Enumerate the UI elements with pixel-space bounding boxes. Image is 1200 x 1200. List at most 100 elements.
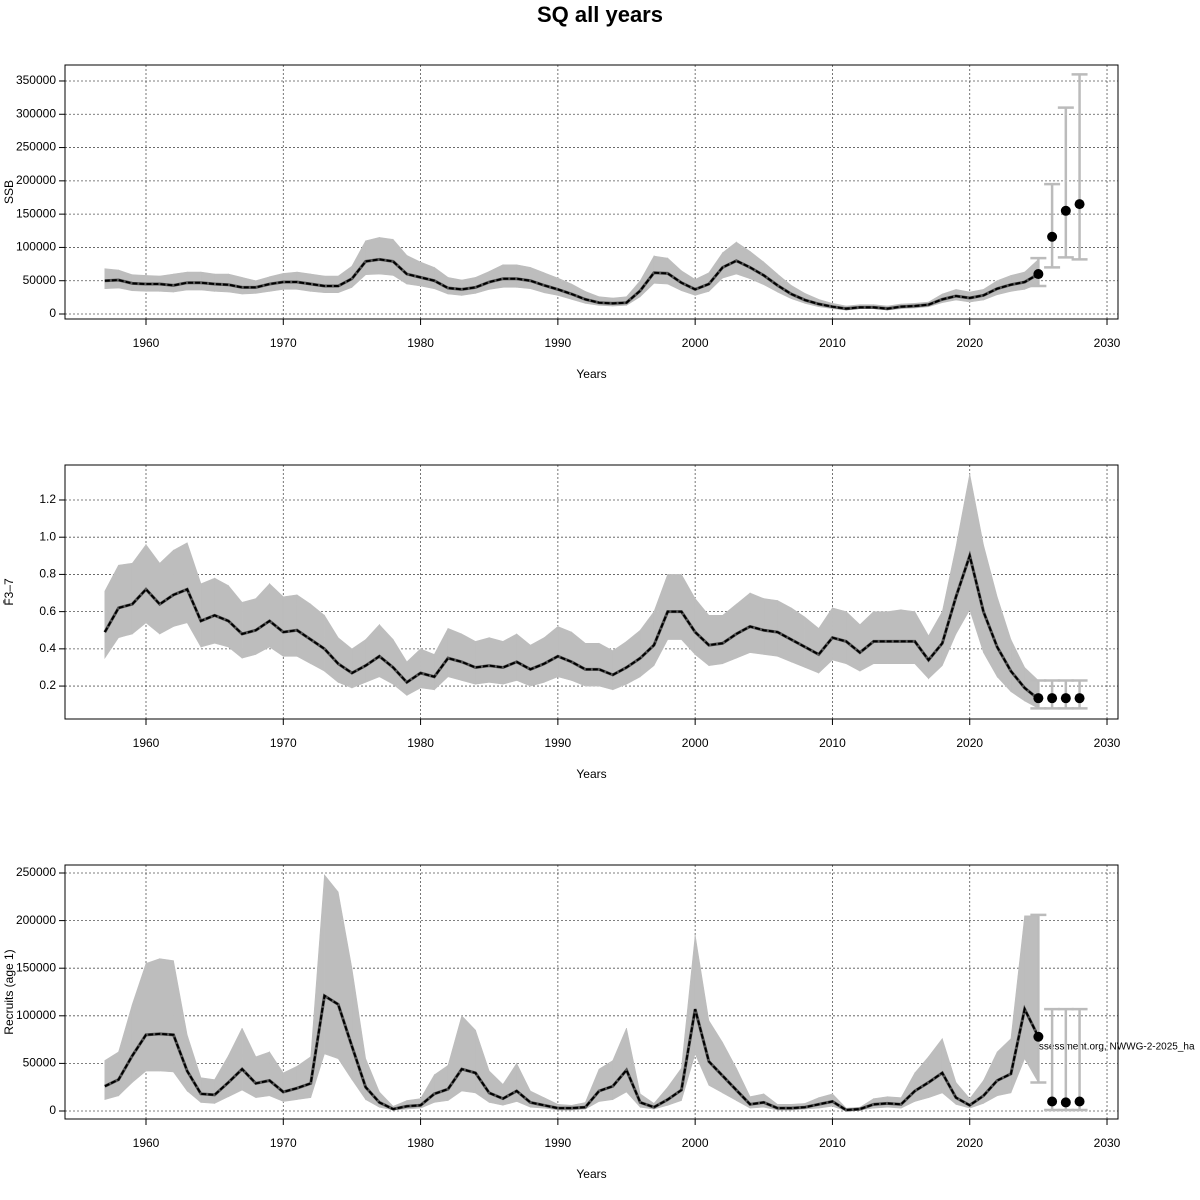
projection-point	[1060, 693, 1071, 704]
confidence-band	[214, 1054, 229, 1104]
confidence-band	[900, 609, 916, 665]
x-tick-label: 2000	[682, 1136, 709, 1150]
confidence-band	[173, 960, 188, 1092]
figure-title: SQ all years	[537, 2, 663, 27]
confidence-band	[447, 277, 463, 296]
confidence-band	[255, 1051, 270, 1099]
confidence-band	[241, 598, 257, 659]
confidence-band	[887, 609, 902, 665]
x-tick-label: 1980	[407, 336, 434, 350]
x-tick-label: 1980	[407, 736, 434, 750]
confidence-band	[488, 264, 504, 290]
confidence-band	[461, 633, 476, 685]
confidence-band	[434, 1064, 449, 1103]
plot-frame	[64, 64, 1119, 320]
projection-point	[1074, 199, 1085, 210]
x-axis-label: Years	[576, 1167, 606, 1181]
x-tick-label: 2010	[819, 1136, 846, 1150]
confidence-band	[365, 623, 380, 683]
x-tick-label: 2030	[1094, 1136, 1121, 1150]
estimate-line-dash	[104, 994, 1040, 1112]
confidence-band	[159, 549, 174, 635]
plot-frame	[64, 464, 1119, 720]
y-tick-label: 0.2	[39, 678, 56, 692]
projection-point	[1060, 205, 1071, 216]
confidence-band	[488, 1070, 504, 1106]
confidence-band	[557, 626, 572, 681]
confidence-band	[516, 264, 531, 290]
confidence-band	[324, 874, 339, 1060]
confidence-band	[516, 633, 531, 687]
confidence-band	[255, 582, 270, 655]
confidence-band	[406, 254, 421, 287]
confidence-band	[420, 648, 435, 691]
confidence-band	[1024, 915, 1039, 1084]
confidence-band	[186, 271, 202, 291]
confidence-band	[763, 598, 778, 657]
y-tick-label: 0.6	[39, 604, 56, 618]
y-tick-label: 150000	[16, 960, 56, 974]
projection-point	[1047, 231, 1058, 242]
confidence-band	[392, 638, 408, 696]
confidence-band	[585, 642, 600, 687]
confidence-band	[296, 594, 312, 665]
x-tick-label: 2020	[956, 1136, 983, 1150]
y-tick-label: 100000	[16, 1008, 56, 1022]
x-tick-label: 2020	[956, 336, 983, 350]
estimate-line-dash	[104, 258, 1039, 310]
confidence-band	[420, 261, 435, 290]
projection-point	[1047, 693, 1058, 704]
confidence-band	[379, 237, 394, 276]
y-tick-label: 300000	[16, 106, 56, 120]
projection-point	[1033, 269, 1044, 280]
confidence-band	[955, 473, 971, 636]
y-tick-label: 200000	[16, 173, 56, 187]
x-tick-label: 2030	[1094, 336, 1121, 350]
projection-point	[1060, 1097, 1071, 1108]
confidence-band	[873, 611, 888, 665]
y-tick-label: 1.0	[39, 529, 56, 543]
y-tick-label: 0	[49, 1103, 56, 1117]
confidence-band	[324, 614, 339, 683]
y-tick-label: 0.8	[39, 567, 56, 581]
x-tick-label: 1990	[545, 336, 572, 350]
projection-point	[1074, 693, 1085, 704]
projection-point	[1074, 1096, 1085, 1107]
confidence-band	[694, 934, 710, 1086]
estimate-line-dash	[103, 552, 1040, 700]
x-tick-label: 1990	[545, 1136, 572, 1150]
confidence-band	[282, 1065, 298, 1102]
x-tick-label: 2000	[682, 336, 709, 350]
confidence-band	[708, 1019, 723, 1094]
confidence-band	[145, 958, 161, 1072]
confidence-band	[379, 623, 394, 685]
x-tick-label: 2010	[819, 336, 846, 350]
x-tick-label: 1960	[133, 736, 160, 750]
y-axis-label: SSB	[2, 180, 16, 204]
y-tick-label: 200000	[16, 913, 56, 927]
y-tick-label: 250000	[16, 140, 56, 154]
y-axis-label: F̄3–7	[2, 578, 16, 606]
y-tick-label: 150000	[16, 206, 56, 220]
confidence-band	[722, 1042, 737, 1102]
y-tick-label: 1.2	[39, 492, 56, 506]
y-tick-label: 50000	[23, 1056, 57, 1070]
confidence-band	[337, 891, 353, 1081]
x-tick-label: 1990	[545, 736, 572, 750]
x-axis-label: Years	[576, 767, 606, 781]
confidence-band	[626, 629, 641, 685]
confidence-band	[118, 562, 133, 639]
confidence-band	[777, 599, 792, 663]
confidence-band	[104, 1051, 119, 1100]
projection-point	[1047, 1096, 1058, 1107]
confidence-band	[310, 603, 325, 672]
confidence-band	[351, 638, 366, 689]
confidence-band	[502, 633, 517, 685]
x-tick-label: 1970	[270, 336, 297, 350]
confidence-band	[296, 1056, 312, 1100]
confidence-band	[282, 594, 298, 657]
confidence-band	[447, 627, 463, 681]
confidence-band	[214, 577, 229, 648]
confidence-band	[749, 592, 765, 655]
